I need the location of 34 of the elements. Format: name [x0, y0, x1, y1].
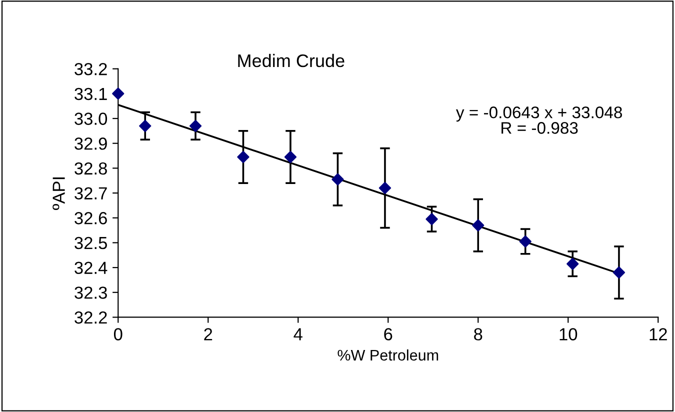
y-tick-label: 32.7	[74, 187, 107, 200]
y-tick-label: 33.0	[74, 112, 108, 125]
x-tick-label: 0	[114, 328, 122, 340]
y-tick-label: 32.9	[74, 138, 107, 150]
point	[189, 120, 202, 132]
point	[378, 182, 392, 194]
x-tick-label: 10	[560, 328, 578, 340]
y-tick-label: 32.8	[74, 162, 107, 175]
point	[139, 120, 152, 132]
point	[426, 213, 438, 226]
x-axis-title: %W Petroleum	[338, 349, 438, 361]
point	[284, 150, 297, 164]
point	[237, 150, 250, 164]
y-axis-title: ºAPI	[52, 177, 65, 210]
chart-title: Medim Crude	[238, 54, 344, 68]
y-tick-label: 32.4	[74, 262, 108, 274]
point	[519, 235, 532, 248]
point	[612, 266, 626, 279]
y-tick-label: 33.1	[74, 88, 107, 100]
point	[112, 88, 124, 100]
point	[566, 258, 579, 270]
x-tick-label: 4	[294, 328, 302, 340]
point	[472, 219, 484, 232]
x-tick-label: 6	[384, 328, 392, 340]
y-tick-label: 32.3	[74, 286, 107, 299]
point	[332, 173, 344, 186]
x-tick-label: 12	[650, 328, 667, 340]
x-tick-label: 8	[474, 328, 482, 340]
y-tick-label: 32.6	[74, 212, 107, 224]
annotation: y = -0.0643 x + 33.048 R = -0.983	[456, 106, 622, 134]
y-tick-label: 32.5	[74, 236, 107, 250]
y-tick-label: 32.2	[74, 311, 107, 324]
x-tick-label: 2	[204, 328, 212, 340]
y-tick-label: 33.2	[74, 62, 107, 76]
